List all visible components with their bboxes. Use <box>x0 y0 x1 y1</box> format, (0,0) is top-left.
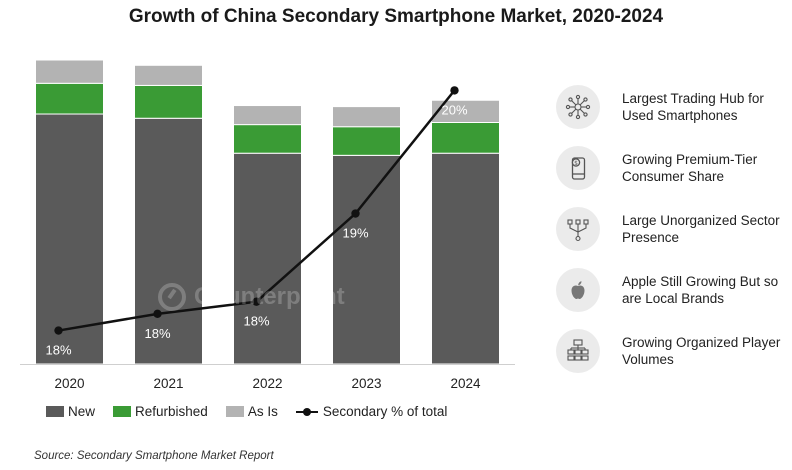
apple-icon <box>556 267 600 312</box>
x-tick-label-2020: 2020 <box>54 376 84 391</box>
x-tick-label-2023: 2023 <box>351 376 381 391</box>
bar-as-is-2023 <box>332 106 401 128</box>
svg-text:$: $ <box>574 159 578 166</box>
bar-refurbished-2023 <box>332 126 401 156</box>
growth-factors-panel: Largest Trading Hub for Used Smartphones… <box>556 76 792 381</box>
legend-swatch-refurbished <box>113 406 132 417</box>
bar-refurbished-2022 <box>233 124 302 154</box>
line-point-2022 <box>252 297 261 306</box>
legend-item-as-is: As Is <box>225 404 278 419</box>
legend-item-new: New <box>46 404 95 419</box>
legend-label-secondary-pct: Secondary % of total <box>322 404 448 419</box>
line-point-2023 <box>351 209 360 218</box>
watermark-text: Counterpoint <box>194 283 345 310</box>
legend-line-marker-icon <box>295 406 318 418</box>
chart-canvas: 18% 18% 18% 19% 20% 2020 2021 2022 2023 2024 <box>20 59 515 391</box>
chart-title: Growth of China Secondary Smartphone Mar… <box>128 6 664 27</box>
legend-label-new: New <box>68 404 96 419</box>
source-note: Source: Secondary Smartphone Market Repo… <box>34 450 274 462</box>
phone-dollar-icon: $ <box>556 145 600 190</box>
legend-label-as-is: As Is <box>247 404 278 419</box>
bar-new-2023 <box>332 154 401 365</box>
bar-refurbished-2020 <box>35 82 104 115</box>
bar-new-2022 <box>233 152 302 365</box>
chart-legend: New Refurbished As Is Secondary % of tot… <box>46 404 465 419</box>
factor-organized-player: Growing Organized Player Volumes <box>556 320 792 381</box>
bar-refurbished-2024 <box>431 121 500 154</box>
x-tick-label-2021: 2021 <box>153 376 183 391</box>
legend-label-refurbished: Refurbished <box>135 404 208 419</box>
line-data-label-2022: 18% <box>243 314 269 329</box>
x-tick-label-2024: 2024 <box>450 376 481 391</box>
legend-item-refurbished: Refurbished <box>113 404 208 419</box>
bar-as-is-2020 <box>35 59 104 84</box>
x-tick-label-2022: 2022 <box>252 376 282 391</box>
line-data-label-2020: 18% <box>45 343 71 358</box>
network-icon <box>556 84 600 129</box>
factor-unorganized-sector: Large Unorganized Sector Presence <box>556 198 792 259</box>
org-chart-icon <box>556 328 600 373</box>
factor-apple-local-brands: Apple Still Growing But so are Local Bra… <box>556 259 792 320</box>
factor-label: Largest Trading Hub for Used Smartphones <box>622 90 764 123</box>
bar-as-is-2021 <box>134 64 203 86</box>
scattered-nodes-icon <box>556 206 600 251</box>
counterpoint-logo-icon <box>158 283 186 311</box>
line-data-label-2024: 20% <box>441 102 467 117</box>
bar-refurbished-2021 <box>134 84 203 119</box>
legend-swatch-as-is <box>225 406 244 417</box>
bar-as-is-2024 <box>431 99 500 123</box>
line-point-2024 <box>450 86 459 95</box>
factor-label: Large Unorganized Sector Presence <box>622 212 780 245</box>
bar-as-is-2022 <box>233 105 302 126</box>
watermark: Counterpoint <box>158 283 345 311</box>
factor-trading-hub: Largest Trading Hub for Used Smartphones <box>556 76 792 137</box>
legend-swatch-new <box>46 406 64 417</box>
factor-label: Growing Premium-Tier Consumer Share <box>622 151 758 184</box>
line-data-label-2023: 19% <box>342 226 368 241</box>
factor-label: Growing Organized Player Volumes <box>622 334 781 367</box>
factor-label: Apple Still Growing But so are Local Bra… <box>622 273 779 306</box>
factor-premium-tier: $ Growing Premium-Tier Consumer Share <box>556 137 792 198</box>
line-point-2021 <box>153 309 162 319</box>
line-data-label-2021: 18% <box>144 326 170 341</box>
legend-item-secondary-pct: Secondary % of total <box>295 404 448 419</box>
bar-new-2024 <box>431 152 500 365</box>
line-point-2020 <box>54 326 63 335</box>
bar-new-2020 <box>35 113 104 365</box>
bar-new-2021 <box>134 117 203 365</box>
